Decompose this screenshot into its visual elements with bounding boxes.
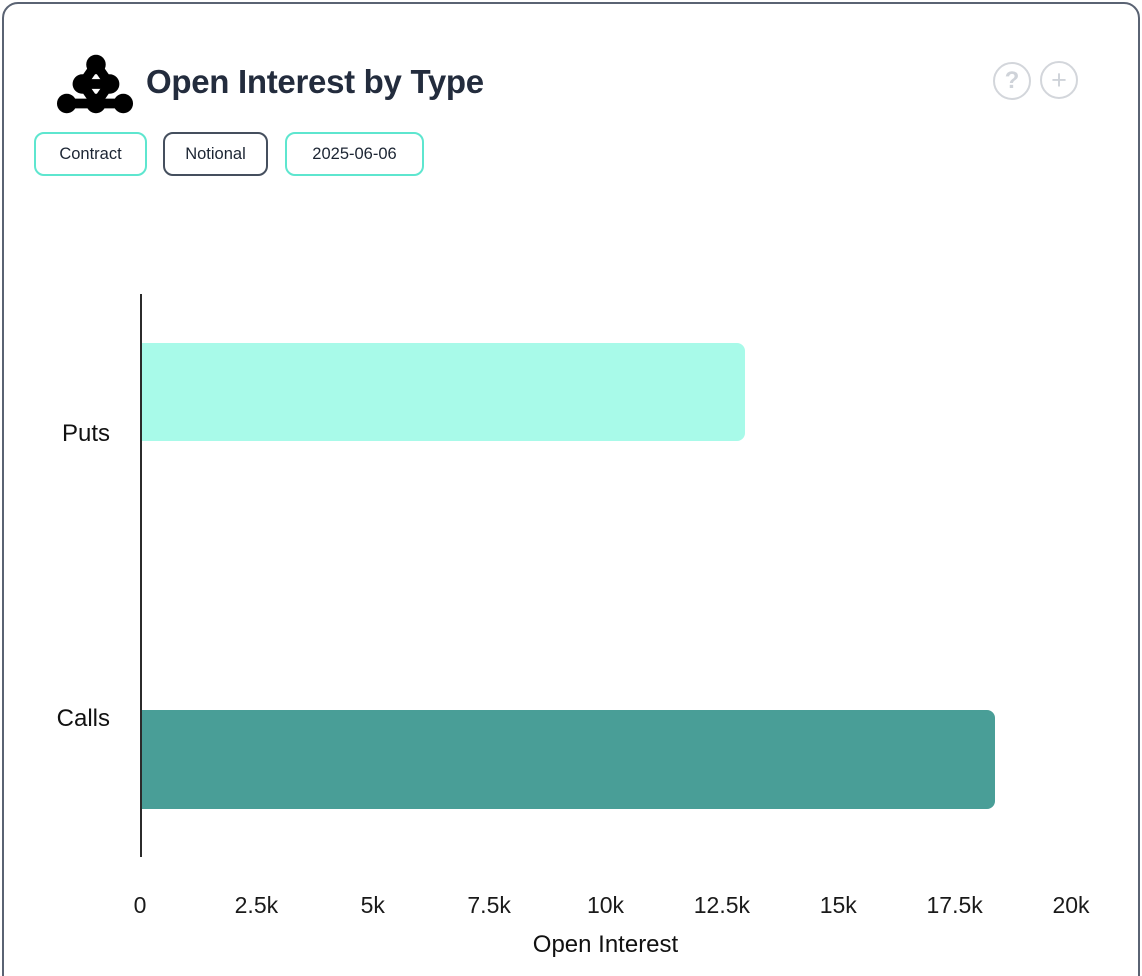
x-tick-label: 17.5k — [926, 892, 983, 918]
question-mark-icon: ? — [1004, 67, 1020, 94]
date-selector-button[interactable]: 2025-06-06 — [285, 132, 424, 176]
x-tick-label: 7.5k — [467, 892, 511, 918]
x-axis-title: Open Interest — [532, 931, 679, 958]
x-tick-label: 20k — [1052, 892, 1090, 918]
bar-puts[interactable] — [142, 343, 745, 441]
x-tick-label: 12.5k — [693, 892, 751, 918]
y-axis-line — [140, 294, 142, 857]
node-network-logo-icon — [56, 54, 134, 114]
y-category-label-calls: Calls — [56, 705, 110, 732]
contract-toggle-button[interactable]: Contract — [34, 132, 147, 176]
x-tick-label: 5k — [360, 892, 385, 918]
x-tick-label: 2.5k — [234, 892, 279, 918]
bar-calls[interactable] — [142, 710, 995, 809]
help-button[interactable]: ? — [993, 62, 1031, 100]
x-tick-label: 0 — [133, 892, 147, 918]
plot-area — [142, 294, 1073, 857]
plus-icon: + — [1051, 64, 1067, 95]
x-tick-label: 15k — [819, 892, 857, 918]
add-expand-button[interactable]: + — [1040, 61, 1078, 99]
x-axis-ticks: 0 2.5k 5k 7.5k 10k 12.5k 15k 17.5k 20k — [0, 892, 1142, 920]
page-title: Open Interest by Type — [146, 63, 484, 100]
notional-toggle-button[interactable]: Notional — [163, 132, 268, 176]
y-category-label-puts: Puts — [61, 420, 110, 447]
x-tick-label: 10k — [586, 892, 625, 918]
